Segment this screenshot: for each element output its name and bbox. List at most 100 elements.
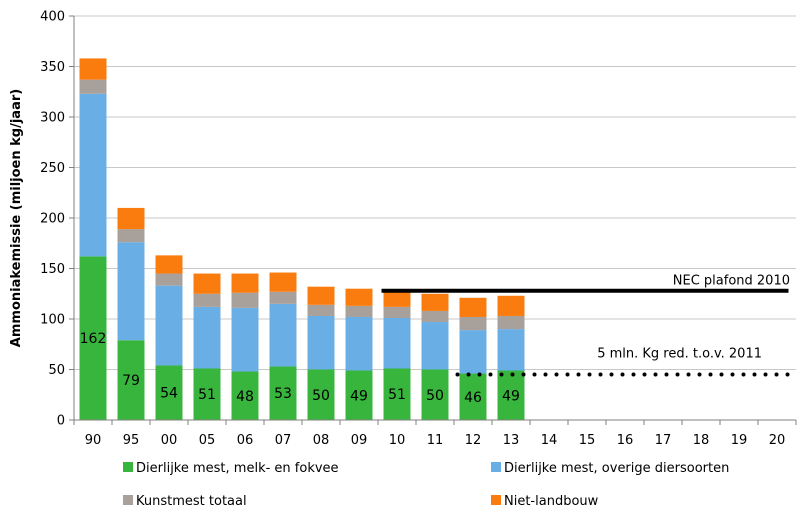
x-tick-label-16: 16 [617,433,634,448]
bar-09-series-2 [345,305,373,317]
data-label-12: 46 [464,390,482,406]
x-tick-label-90: 90 [85,433,102,448]
bar-09-series-3 [345,288,373,306]
legend-swatch-2 [123,495,133,505]
axes [69,15,797,425]
y-tick-label-100: 100 [40,313,65,328]
y-tick-label-0: 0 [57,414,65,429]
bar-11-series-0 [421,369,449,420]
x-tick-label-06: 06 [237,433,254,448]
data-label-06: 48 [236,389,254,405]
data-label-09: 49 [350,388,368,404]
bar-90-series-0 [79,256,107,420]
bar-11-series-3 [421,293,449,311]
bar-11-series-2 [421,310,449,323]
y-tick-labels: 0 50 100 150 200 250 300 350 400 [40,10,65,429]
y-tick-label-400: 400 [40,10,65,25]
data-label-90: 162 [80,331,107,347]
bars [79,58,525,420]
bar-06-series-0 [231,371,259,420]
bar-95-series-3 [117,207,145,230]
bar-90-series-2 [79,79,107,94]
bar-09-series-1 [345,316,373,371]
bar-13-series-0 [497,370,525,420]
bar-95-series-0 [117,340,145,420]
reference-line-label-1: 5 mln. Kg red. t.o.v. 2011 [597,347,762,362]
bar-08-series-2 [307,304,335,316]
bar-05-series-0 [193,368,221,420]
legend-label-2: Kunstmest totaal [136,494,247,509]
bar-10-series-1 [383,317,411,369]
bar-10-series-2 [383,306,411,318]
bar-07-series-1 [269,303,297,367]
bar-12-series-3 [459,297,487,317]
bar-10-series-3 [383,289,411,307]
y-tick-label-300: 300 [40,111,65,126]
bar-11-series-1 [421,322,449,370]
x-tick-label-19: 19 [731,433,748,448]
x-tick-label-00: 00 [161,433,178,448]
data-label-95: 79 [122,373,140,389]
legend: Dierlijke mest, melk- en fokvee Dierlijke… [123,461,729,509]
y-tick-label-50: 50 [48,363,65,378]
x-tick-label-17: 17 [655,433,672,448]
bar-90-series-1 [79,93,107,257]
data-label-07: 53 [274,386,292,402]
x-tick-label-18: 18 [693,433,710,448]
bar-95-series-2 [117,229,145,243]
bar-12-series-2 [459,316,487,331]
bar-05-series-2 [193,293,221,307]
bar-06-series-3 [231,273,259,293]
bar-13-series-1 [497,329,525,371]
bar-05-series-3 [193,273,221,294]
y-tick-label-250: 250 [40,161,65,176]
y-tick-label-200: 200 [40,212,65,227]
data-label-00: 54 [160,386,178,402]
data-label-08: 50 [312,388,330,404]
x-tick-label-10: 10 [389,433,406,448]
data-label-05: 51 [198,387,216,403]
x-tick-label-07: 07 [275,433,292,448]
y-axis-label: Ammoniakemissie (miljoen kg/jaar) [9,89,24,347]
bar-12-series-0 [459,373,487,420]
x-tick-label-12: 12 [465,433,482,448]
x-tick-label-95: 95 [123,433,140,448]
bar-09-series-0 [345,370,373,420]
bar-13-series-3 [497,295,525,316]
x-tick-label-15: 15 [579,433,596,448]
bar-95-series-1 [117,242,145,341]
reference-lines: NEC plafond 2010 5 mln. Kg red. t.o.v. 20… [381,274,791,377]
bar-12-series-1 [459,330,487,374]
x-tick-label-05: 05 [199,433,216,448]
data-label-10: 51 [388,387,406,403]
bar-06-series-1 [231,307,259,372]
data-labels: 162 79 54 51 48 53 50 49 51 50 46 49 [80,331,520,406]
x-tick-label-09: 09 [351,433,368,448]
bar-08-series-0 [307,369,335,420]
reference-line-label-0: NEC plafond 2010 [673,274,790,289]
legend-swatch-1 [491,462,501,472]
bar-07-series-0 [269,366,297,420]
bar-00-series-3 [155,255,183,274]
data-label-13: 49 [502,388,520,404]
legend-swatch-0 [123,462,133,472]
legend-label-3: Niet-landbouw [504,494,599,509]
bar-00-series-2 [155,273,183,286]
bar-05-series-1 [193,306,221,369]
y-tick-label-350: 350 [40,60,65,75]
legend-label-0: Dierlijke mest, melk- en fokvee [136,461,339,476]
legend-label-1: Dierlijke mest, overige diersoorten [504,461,729,476]
bar-08-series-1 [307,315,335,370]
bar-10-series-0 [383,368,411,420]
x-tick-label-08: 08 [313,433,330,448]
bar-07-series-2 [269,291,297,304]
bar-00-series-0 [155,365,183,420]
bar-90-series-3 [79,58,107,80]
bar-13-series-2 [497,315,525,330]
x-tick-labels: 90 95 00 05 06 07 08 09 10 11 12 13 14 15 16 17 18 19 20 [85,433,786,448]
x-tick-label-13: 13 [503,433,520,448]
x-tick-label-20: 20 [769,433,786,448]
bar-08-series-3 [307,286,335,305]
data-label-11: 50 [426,388,444,404]
